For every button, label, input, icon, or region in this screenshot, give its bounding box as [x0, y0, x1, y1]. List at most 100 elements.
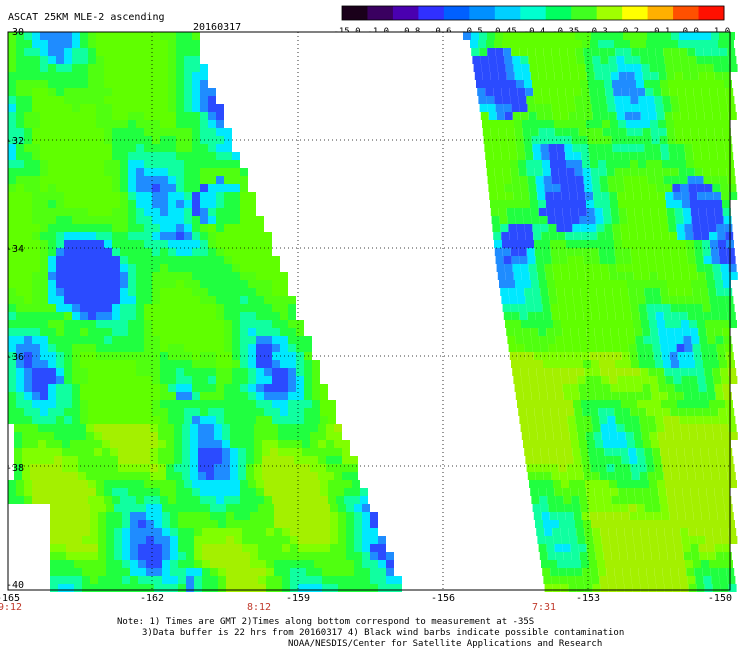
swath-cell [40, 200, 48, 208]
swath-cell [521, 272, 530, 280]
swath-cell [192, 56, 200, 64]
swath-cell [362, 536, 370, 544]
swath-cell [641, 272, 650, 280]
swath-cell [615, 48, 624, 56]
swath-cell [48, 392, 56, 400]
swath-cell [570, 120, 578, 128]
swath-cell [56, 48, 64, 56]
swath-cell [721, 480, 729, 488]
swath-cell [328, 408, 336, 416]
swath-cell [615, 472, 624, 480]
swath-cell [208, 192, 216, 200]
swath-cell [601, 64, 610, 72]
swath-cell [78, 464, 86, 472]
swath-cell [24, 416, 32, 424]
swath-cell [559, 176, 568, 184]
swath-cell [256, 344, 264, 352]
swath-cell [48, 56, 56, 64]
swath-cell [517, 152, 526, 160]
swath-cell [584, 424, 593, 432]
swath-cell [664, 56, 673, 64]
swath-cell [571, 216, 580, 224]
swath-cell [264, 312, 272, 320]
swath-cell [112, 328, 120, 336]
lon-label: -156 [431, 593, 455, 604]
swath-cell [508, 224, 517, 232]
swath-cell [154, 512, 162, 520]
swath-cell [633, 432, 642, 440]
colorbar-swatch [342, 6, 368, 20]
swath-cell [721, 192, 730, 200]
swath-cell [649, 480, 657, 488]
swath-cell [96, 80, 104, 88]
swath-cell [635, 440, 643, 448]
swath-cell [74, 528, 82, 536]
swath-cell [322, 576, 330, 584]
swath-cell [506, 328, 515, 336]
swath-cell [673, 432, 682, 440]
swath-cell [601, 272, 610, 280]
swath-cell [102, 464, 110, 472]
swath-cell [136, 368, 144, 376]
swath-cell [210, 544, 218, 552]
swath-cell [613, 88, 622, 96]
swath-cell [210, 512, 218, 520]
swath-cell [200, 496, 208, 504]
swath-cell [498, 208, 507, 216]
swath-cell [547, 216, 556, 224]
swath-cell [547, 392, 556, 400]
swath-cell [578, 384, 587, 392]
swath-cell [160, 224, 168, 232]
lat-label: -36 [6, 352, 24, 363]
swath-cell [64, 200, 72, 208]
swath-cell [636, 344, 645, 352]
swath-cell [150, 440, 158, 448]
swath-cell [709, 352, 718, 360]
swath-cell [386, 568, 394, 576]
swath-cell [64, 408, 72, 416]
swath-cell [120, 80, 128, 88]
swath-cell [40, 416, 48, 424]
swath-cell [136, 72, 144, 80]
swath-cell [48, 360, 56, 368]
swath-cell [618, 328, 627, 336]
swath-cell [610, 200, 618, 208]
swath-cell [50, 552, 58, 560]
swath-cell [723, 136, 732, 144]
swath-cell [603, 392, 612, 400]
swath-cell [720, 264, 729, 272]
swath-cell [208, 344, 216, 352]
swath-cell [587, 136, 596, 144]
swath-cell [484, 144, 493, 152]
swath-cell [550, 464, 559, 472]
swath-cell [234, 528, 242, 536]
swath-cell [555, 216, 564, 224]
swath-cell [491, 216, 500, 224]
swath-cell [528, 184, 537, 192]
swath-cell [8, 392, 16, 400]
swath-cell [226, 568, 234, 576]
swath-cell [216, 168, 224, 176]
swath-cell [24, 480, 32, 488]
swath-cell [184, 160, 192, 168]
swath-cell [80, 320, 88, 328]
swath-cell [80, 56, 88, 64]
swath-cell [556, 288, 565, 296]
swath-cell [656, 184, 665, 192]
swath-cell [80, 80, 88, 88]
swath-cell [144, 360, 152, 368]
swath-cell [718, 568, 727, 576]
swath-cell [160, 128, 168, 136]
swath-cell [580, 504, 589, 512]
swath-cell [280, 344, 288, 352]
swath-cell [370, 520, 378, 528]
swath-cell [280, 376, 288, 384]
swath-cell [40, 48, 48, 56]
swath-cell [168, 344, 176, 352]
swath-cell [48, 344, 56, 352]
swath-cell [48, 368, 56, 376]
swath-cell [587, 496, 596, 504]
swath-cell [192, 392, 200, 400]
swath-cell [724, 504, 733, 512]
swath-cell [538, 128, 547, 136]
